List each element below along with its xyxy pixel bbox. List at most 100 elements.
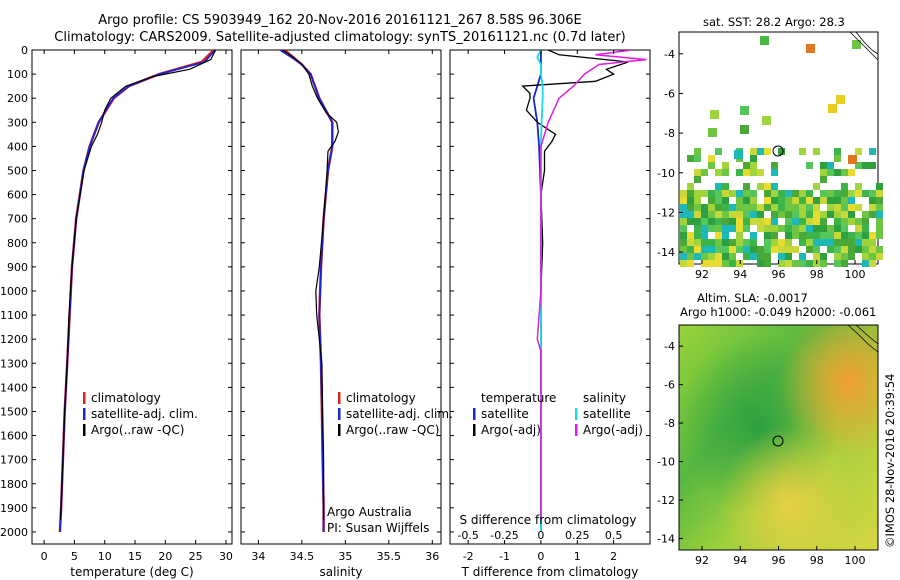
- series-line-satellite-adj-clim-: [279, 50, 334, 532]
- sst-cell: [799, 148, 806, 155]
- sst-cell: [771, 211, 778, 218]
- sst-cell: [827, 190, 834, 197]
- legend-entry: satellite-adj. clim.: [346, 407, 453, 421]
- sst-cell: [722, 239, 729, 246]
- sst-cell: [708, 155, 715, 162]
- sst-cell: [841, 239, 848, 246]
- sst-cell: [771, 218, 778, 225]
- depth-tick-label: 200: [7, 92, 28, 105]
- depth-axis: 0 100 200 300 400 500 600 700 800 900 1000 1100 1200…: [0, 44, 650, 539]
- legend-swatch: [575, 408, 578, 420]
- legend-swatch: [338, 408, 341, 420]
- sst-cell: [715, 260, 722, 267]
- sst-cell: [806, 190, 813, 197]
- sst-map: sat. SST: 28.2 Argo: 28.3 92 94 96 98 100 -4 -…: [657, 15, 883, 281]
- x-tick-label: 34.5: [290, 550, 315, 563]
- s-tick-label: 0.5: [605, 529, 623, 542]
- sst-cell: [785, 225, 792, 232]
- legend-entry: climatology: [91, 391, 161, 405]
- sst-cell: [750, 211, 757, 218]
- lat-tick-label: -14: [657, 246, 675, 259]
- depth-tick-label: 2000: [0, 526, 28, 539]
- sst-cell: [855, 162, 862, 169]
- panel-1-series: [279, 50, 340, 532]
- lon-tick-label: 98: [810, 268, 824, 281]
- sst-cell: [722, 253, 729, 260]
- sst-cell: [862, 218, 869, 225]
- sst-cell: [785, 232, 792, 239]
- sst-cell: [757, 246, 764, 253]
- sst-cell: [827, 197, 834, 204]
- sst-cell: [680, 253, 687, 260]
- sst-cell: [708, 211, 715, 218]
- sst-cell: [708, 162, 715, 169]
- depth-tick-label: 1800: [0, 478, 28, 491]
- sst-cell: [785, 246, 792, 253]
- sst-cell: [799, 197, 806, 204]
- sst-cell: [743, 225, 750, 232]
- sst-cell: [834, 155, 841, 162]
- sst-cell: [813, 204, 820, 211]
- sst-cell: [813, 239, 820, 246]
- sst-cell: [729, 239, 736, 246]
- sst-cell: [806, 197, 813, 204]
- sst-cell: [708, 246, 715, 253]
- sst-cell: [785, 218, 792, 225]
- sst-cell: [862, 232, 869, 239]
- sst-cell: [729, 225, 736, 232]
- sst-cell: [708, 218, 715, 225]
- depth-tick-label: 1100: [0, 309, 28, 322]
- sst-cell: [855, 225, 862, 232]
- lon-tick-label: 100: [845, 268, 866, 281]
- sst-cell: [834, 169, 841, 176]
- sst-cell: [708, 190, 715, 197]
- sst-cell: [687, 260, 694, 267]
- sst-cell: [722, 260, 729, 267]
- depth-tick-label: 1500: [0, 405, 28, 418]
- sst-cell: [736, 239, 743, 246]
- sst-cell: [813, 232, 820, 239]
- sst-cell: [743, 183, 750, 190]
- legend-entry: Argo(..raw -QC): [91, 423, 184, 437]
- sst-cell: [862, 239, 869, 246]
- sst-cell: [750, 169, 757, 176]
- legend-swatch: [473, 408, 476, 420]
- legend-entry: climatology: [346, 391, 416, 405]
- lat-tick-label: -12: [657, 494, 675, 507]
- x-tick-label: -2: [463, 550, 474, 563]
- sst-cell: [827, 211, 834, 218]
- sst-cell: [757, 204, 764, 211]
- sst-cell: [848, 190, 855, 197]
- sst-cell: [722, 218, 729, 225]
- sst-cell: [785, 239, 792, 246]
- sst-cell: [680, 225, 687, 232]
- x-tick-label: 15: [128, 550, 142, 563]
- sst-cell: [785, 204, 792, 211]
- sst-cell: [687, 197, 694, 204]
- sst-cell: [778, 246, 785, 253]
- sst-cell: [785, 190, 792, 197]
- sst-cell: [778, 197, 785, 204]
- sst-cell: [869, 204, 876, 211]
- lat-tick-label: -10: [657, 167, 675, 180]
- legend: temperature satellite Argo(-adj): [473, 391, 556, 437]
- sst-cell: [736, 211, 743, 218]
- sst-cell: [722, 211, 729, 218]
- depth-tick-label: 1300: [0, 357, 28, 370]
- sst-cell: [869, 239, 876, 246]
- sst-cell: [715, 246, 722, 253]
- legend: climatology satellite-adj. clim. Argo(..ra…: [338, 391, 453, 437]
- sst-cell: [876, 253, 883, 260]
- x-tick-label: 10: [98, 550, 112, 563]
- sst-cell: [764, 246, 771, 253]
- x-tick-label: 0: [537, 550, 544, 563]
- x-tick-label: 30: [219, 550, 233, 563]
- sst-cell: [799, 218, 806, 225]
- s-tick-label: 0: [537, 529, 544, 542]
- sst-cell: [743, 162, 750, 169]
- sst-cell: [841, 169, 848, 176]
- sst-cell: [820, 197, 827, 204]
- sst-cell: [750, 190, 757, 197]
- sst-cell: [687, 155, 694, 162]
